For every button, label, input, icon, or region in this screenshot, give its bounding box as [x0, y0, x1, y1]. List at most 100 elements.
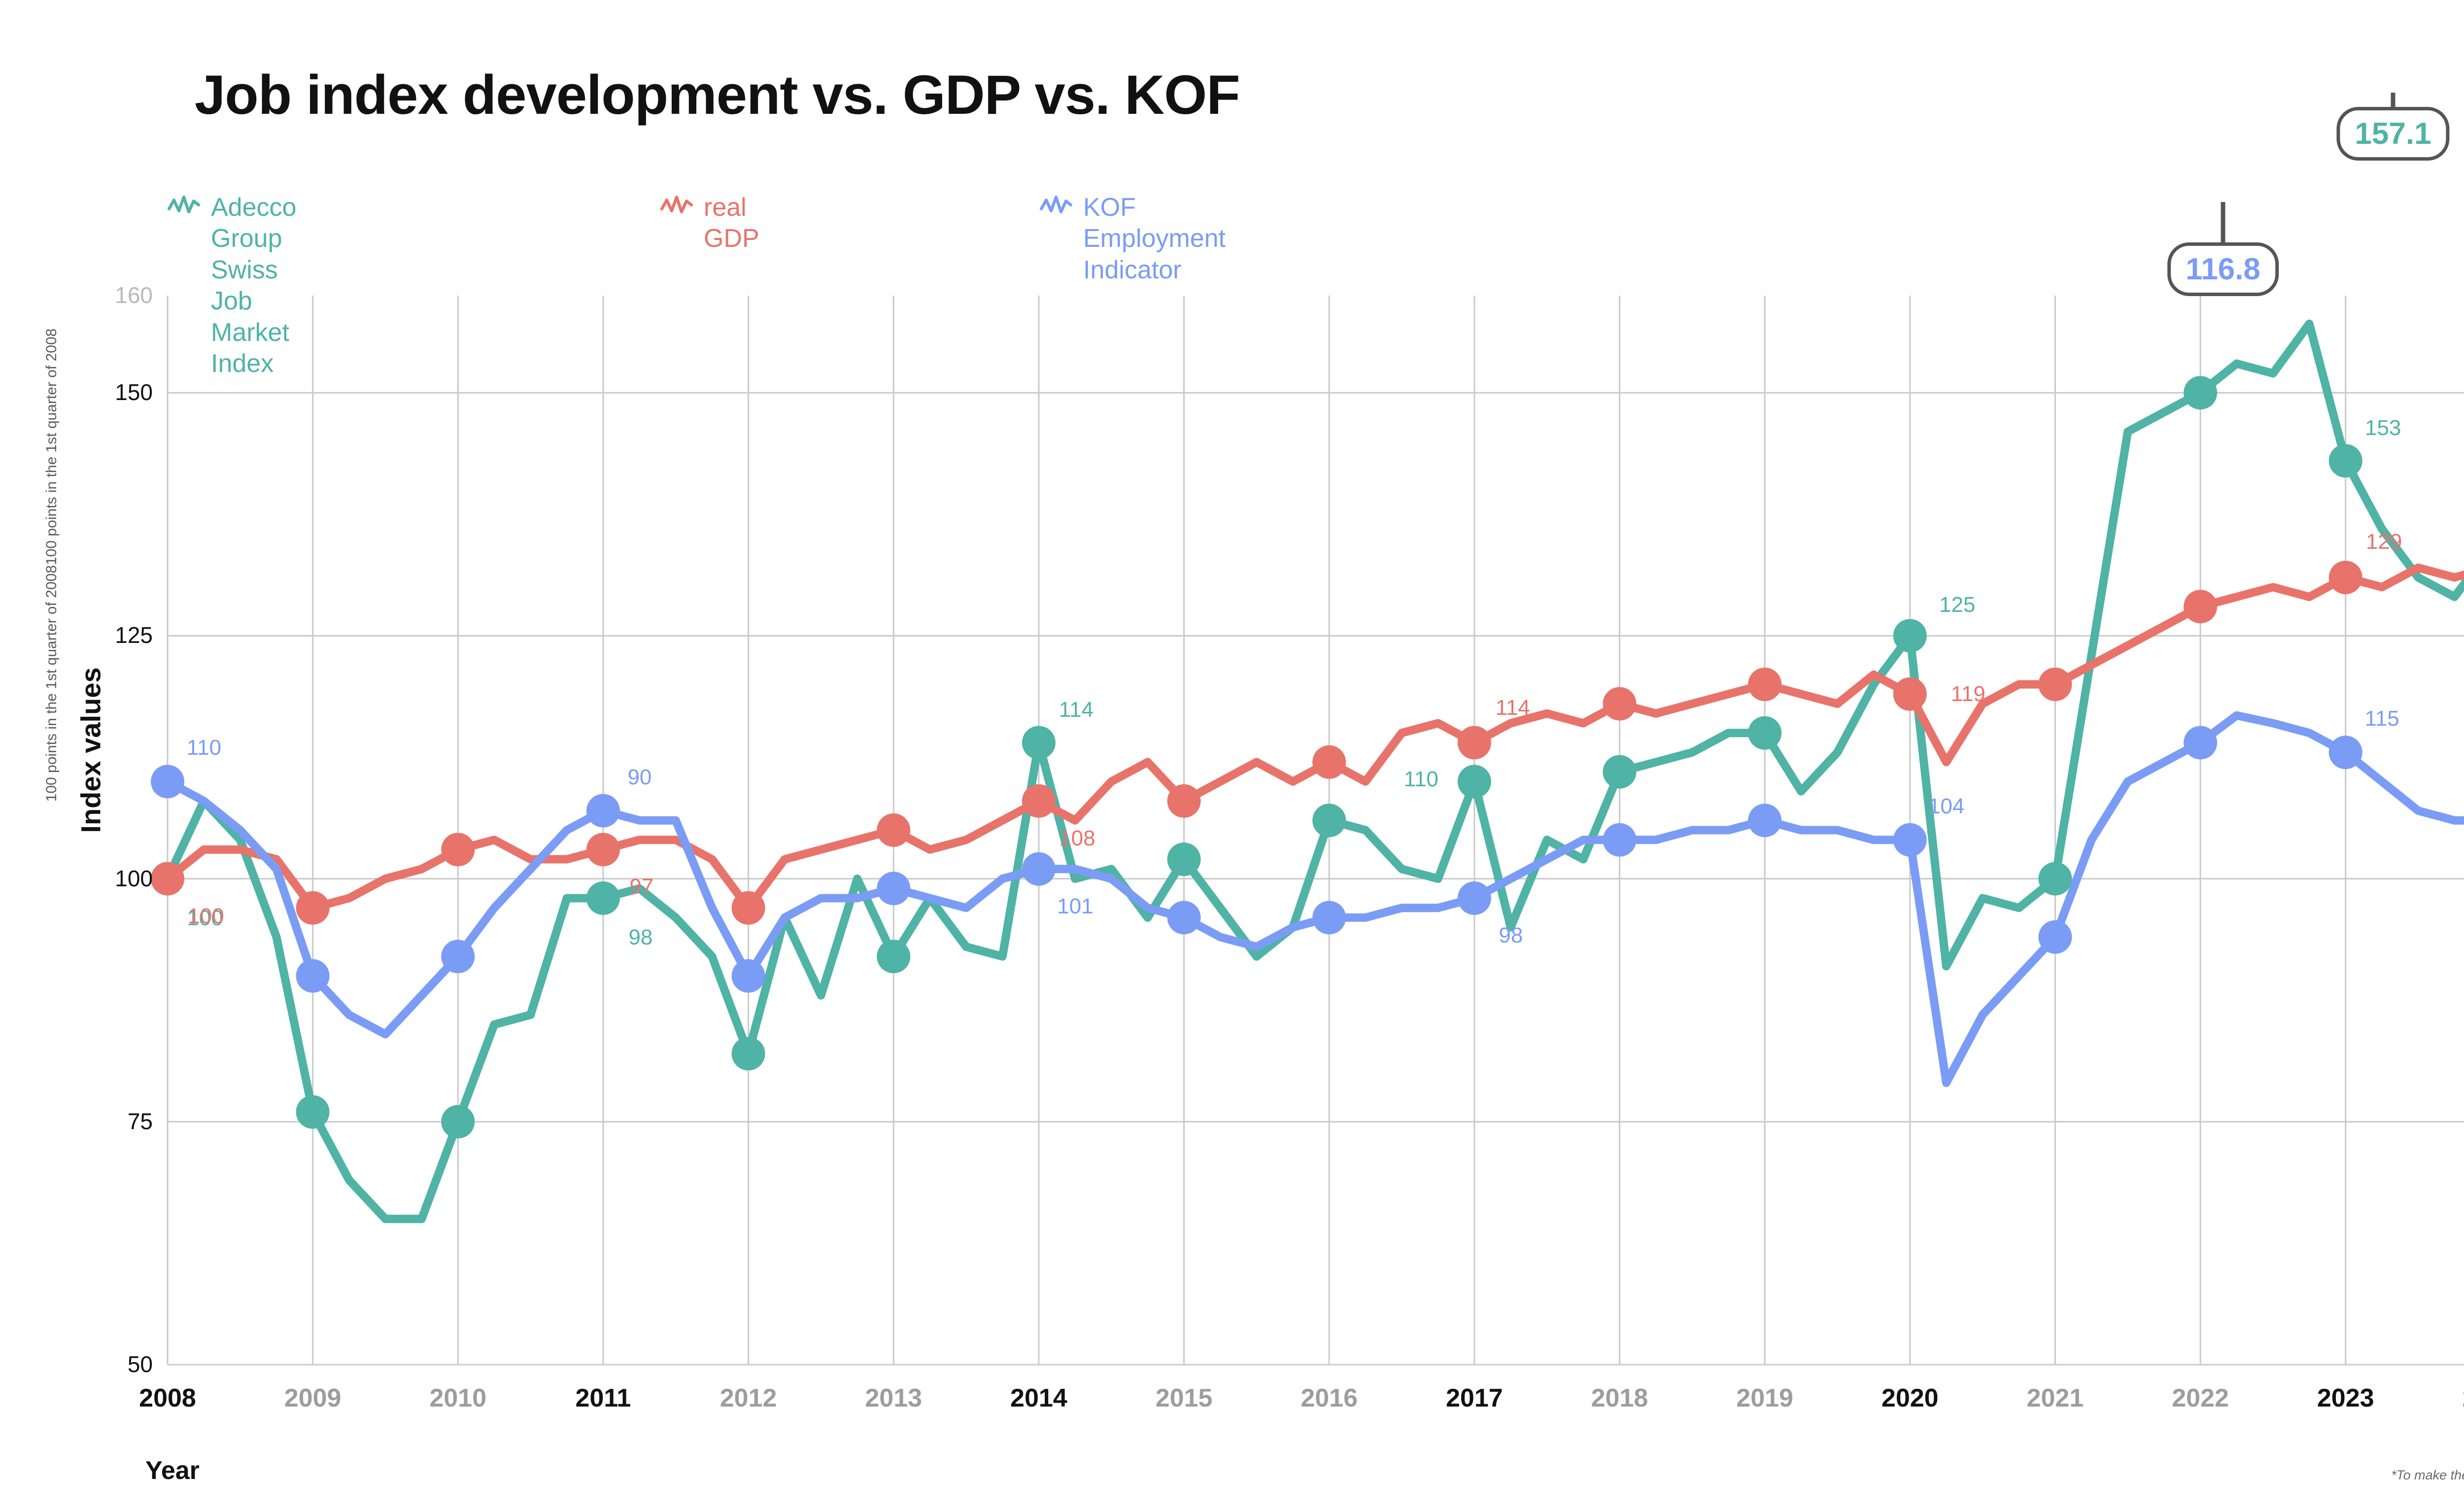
data-point-label: 97 [629, 874, 654, 899]
quarter-markers [151, 376, 2362, 1139]
quarter-marker [1457, 726, 1491, 760]
x-axis-tick-label: 2021 [2026, 1384, 2084, 1412]
x-axis-tick-label: 2019 [1736, 1384, 1793, 1412]
quarter-marker [1603, 687, 1637, 721]
quarter-marker [2038, 862, 2072, 896]
data-point-label: 119 [1951, 681, 1985, 706]
quarter-marker [1312, 804, 1346, 838]
quarter-marker [2328, 561, 2362, 595]
quarter-marker [296, 1095, 330, 1129]
data-point-label: 100 [188, 904, 224, 928]
x-axis-tick-label: 2015 [1155, 1384, 1213, 1412]
quarter-marker [1893, 823, 1927, 857]
quarter-marker [2184, 590, 2218, 624]
x-axis-tick-label: 2011 [575, 1384, 631, 1412]
footnote: *To make the differences between the val… [2391, 1468, 2464, 1482]
quarter-marker [1312, 745, 1346, 779]
quarter-marker [1748, 804, 1782, 838]
legend-item-kof[interactable]: KOF Employment Indicator [1040, 192, 1226, 286]
quarter-marker [1603, 823, 1637, 857]
x-axis-tick-label: 2010 [429, 1384, 487, 1412]
quarter-marker [731, 959, 765, 993]
x-axis-tick-label: 2017 [1445, 1384, 1503, 1412]
x-axis-tick-label: 2023 [2317, 1384, 2374, 1412]
x-axis-tick-label: 2014 [1010, 1384, 1067, 1412]
x-axis-tick-label: 2012 [719, 1384, 777, 1412]
legend-label: real GDP [704, 193, 759, 253]
legend-label: Adecco Group Swiss Job Market Index [211, 193, 297, 378]
quarter-marker [1893, 619, 1927, 653]
y-axis-tick-label: 125 [115, 622, 153, 648]
data-point-label: 125 [1939, 593, 1976, 617]
data-point-label: 115 [2364, 706, 2399, 731]
data-point-label: 101 [1057, 894, 1094, 918]
quarter-marker [1022, 784, 1056, 818]
quarter-marker [2328, 736, 2362, 770]
x-axis-tick-label: 2020 [1881, 1384, 1939, 1412]
callout-badge: 157.1 [2336, 107, 2450, 161]
quarter-marker [877, 813, 911, 847]
quarter-marker [586, 794, 620, 828]
quarter-marker [296, 891, 330, 925]
data-point-label: 110 [1403, 767, 1438, 792]
data-point-label: 100 [187, 906, 223, 930]
legend-item-adecco[interactable]: Adecco Group Swiss Job Market Index [168, 192, 296, 380]
quarter-marker [2038, 920, 2072, 954]
quarter-marker [877, 872, 911, 906]
quarter-marker [1022, 726, 1056, 760]
quarter-marker [2184, 376, 2218, 410]
x-axis-tick-label: 2013 [865, 1384, 923, 1412]
callout-badge: 116.8 [2167, 242, 2279, 296]
quarter-marker [1603, 755, 1637, 789]
gridlines [167, 296, 2464, 1366]
y-axis-tick-label: 150 [115, 379, 153, 405]
page-title: Job index development vs. GDP vs. KOF [195, 64, 1240, 126]
data-point-label: 104 [1928, 794, 1965, 818]
quarter-marker [1457, 881, 1491, 915]
quarter-marker [441, 940, 475, 974]
quarter-marker [586, 881, 620, 915]
y-axis-tick-label: 50 [127, 1351, 153, 1377]
line-zigzag-icon [168, 196, 200, 213]
data-point-label: 129 [2365, 530, 2402, 554]
quarter-marker [2328, 444, 2362, 478]
quarter-marker [151, 765, 184, 799]
line-zigzag-icon [660, 196, 693, 213]
x-axis-tick-label: 2008 [139, 1384, 196, 1412]
quarter-marker [441, 833, 475, 867]
data-point-label: 110 [186, 736, 222, 760]
quarter-marker [2184, 726, 2218, 760]
y-axis-tick-label: 100 [115, 865, 153, 891]
quarter-marker [1167, 842, 1201, 876]
data-point-label: 108 [1059, 826, 1095, 850]
quarter-marker [586, 833, 620, 867]
data-point-label: 114 [1059, 698, 1094, 722]
quarter-marker [1312, 901, 1346, 935]
x-axis-tick-label: 2022 [2172, 1384, 2229, 1412]
y-axis-tick-label: 75 [127, 1108, 153, 1134]
x-axis-tick-label: 2009 [284, 1384, 342, 1412]
data-point-label: 90 [627, 765, 652, 789]
quarter-marker [1167, 784, 1201, 818]
quarter-marker [441, 1105, 475, 1139]
quarter-marker [151, 862, 184, 896]
y-axis-tick-label: 160 [115, 282, 153, 308]
data-point-label: 153 [2364, 416, 2401, 440]
quarter-marker [877, 940, 911, 974]
data-point-label: 114 [1495, 696, 1530, 720]
quarter-marker [2038, 668, 2072, 702]
quarter-marker [1748, 668, 1782, 702]
line-zigzag-icon [1040, 196, 1072, 213]
quarter-marker [1457, 765, 1491, 799]
quarter-marker [1022, 852, 1056, 886]
quarter-marker [1748, 716, 1782, 750]
x-axis-title: Year [145, 1456, 200, 1485]
x-axis-tick-label: 2024 [2463, 1383, 2464, 1413]
data-point-label: 98 [1499, 923, 1523, 948]
legend-label: KOF Employment Indicator [1083, 193, 1226, 284]
data-point-label: 98 [628, 925, 653, 950]
x-axis-tick-label: 2018 [1591, 1384, 1648, 1412]
quarter-marker [1167, 901, 1201, 935]
legend-item-gdp[interactable]: real GDP [660, 192, 759, 255]
